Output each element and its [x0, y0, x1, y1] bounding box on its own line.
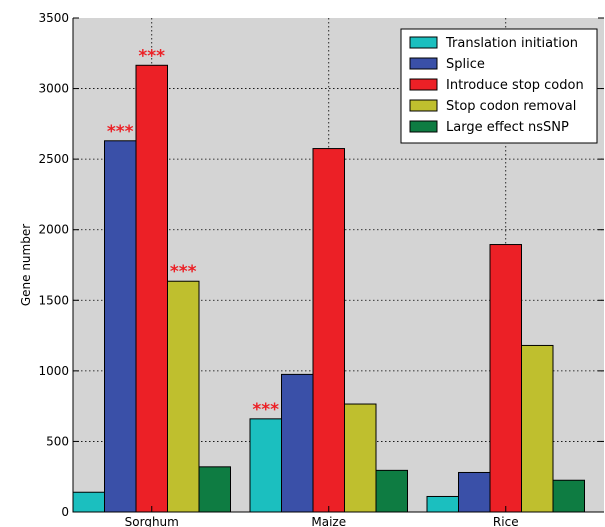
y-tick-label: 2000	[38, 223, 69, 237]
y-tick-label: 1000	[38, 364, 69, 378]
y-tick-label: 1500	[38, 293, 69, 307]
bar-sorghum-introduce-stop-codon	[135, 64, 168, 513]
bar-rice-translation-initiation	[426, 495, 459, 513]
bar-maize-stop-codon-removal	[344, 403, 377, 513]
significance-marker: ***	[107, 122, 134, 142]
bar-rice-splice	[458, 471, 491, 513]
legend-swatch	[409, 57, 438, 70]
significance-marker: ***	[170, 262, 197, 282]
significance-marker: ***	[138, 46, 165, 66]
x-tick-label: Maize	[311, 515, 346, 527]
bar-sorghum-large-effect-nssnp	[198, 466, 231, 513]
bar-maize-large-effect-nssnp	[375, 469, 408, 513]
bar-maize-introduce-stop-codon	[312, 148, 345, 513]
legend: Translation initiation Splice Introduce st…	[400, 28, 598, 144]
y-tick-label: 3500	[38, 11, 69, 25]
y-tick-label: 2500	[38, 152, 69, 166]
y-tick-label: 3000	[38, 82, 69, 96]
bar-maize-translation-initiation	[249, 418, 282, 513]
x-tick-label: Rice	[493, 515, 519, 527]
legend-label: Stop codon removal	[446, 99, 576, 114]
bar-sorghum-splice	[104, 140, 137, 513]
bar-rice-stop-codon-removal	[521, 344, 554, 513]
legend-label: Translation initiation	[445, 36, 578, 51]
significance-markers: *** *** *** ***	[107, 46, 279, 420]
legend-label: Introduce stop codon	[446, 78, 584, 93]
legend-label: Large effect nsSNP	[446, 120, 569, 135]
x-tick-label: Sorghum	[125, 515, 179, 527]
y-tick-label: 500	[46, 434, 69, 448]
y-axis-ticks: 0 500 1000 1500 2000 2500 3000 3500	[38, 11, 604, 519]
bar-sorghum-translation-initiation	[72, 491, 105, 513]
legend-swatch	[409, 99, 438, 112]
x-axis-ticks: Sorghum Maize Rice	[125, 506, 519, 527]
bar-rice-large-effect-nssnp	[552, 479, 585, 513]
bar-rice-introduce-stop-codon	[489, 244, 522, 513]
bar-sorghum-stop-codon-removal	[167, 280, 200, 513]
legend-swatch	[409, 120, 438, 133]
y-tick-label: 0	[61, 505, 69, 519]
legend-label: Splice	[446, 57, 485, 72]
significance-marker: ***	[252, 400, 279, 420]
y-axis-title: Gene number	[19, 224, 33, 306]
legend-swatch	[409, 36, 438, 49]
legend-swatch	[409, 78, 438, 91]
bar-maize-splice	[281, 373, 314, 513]
